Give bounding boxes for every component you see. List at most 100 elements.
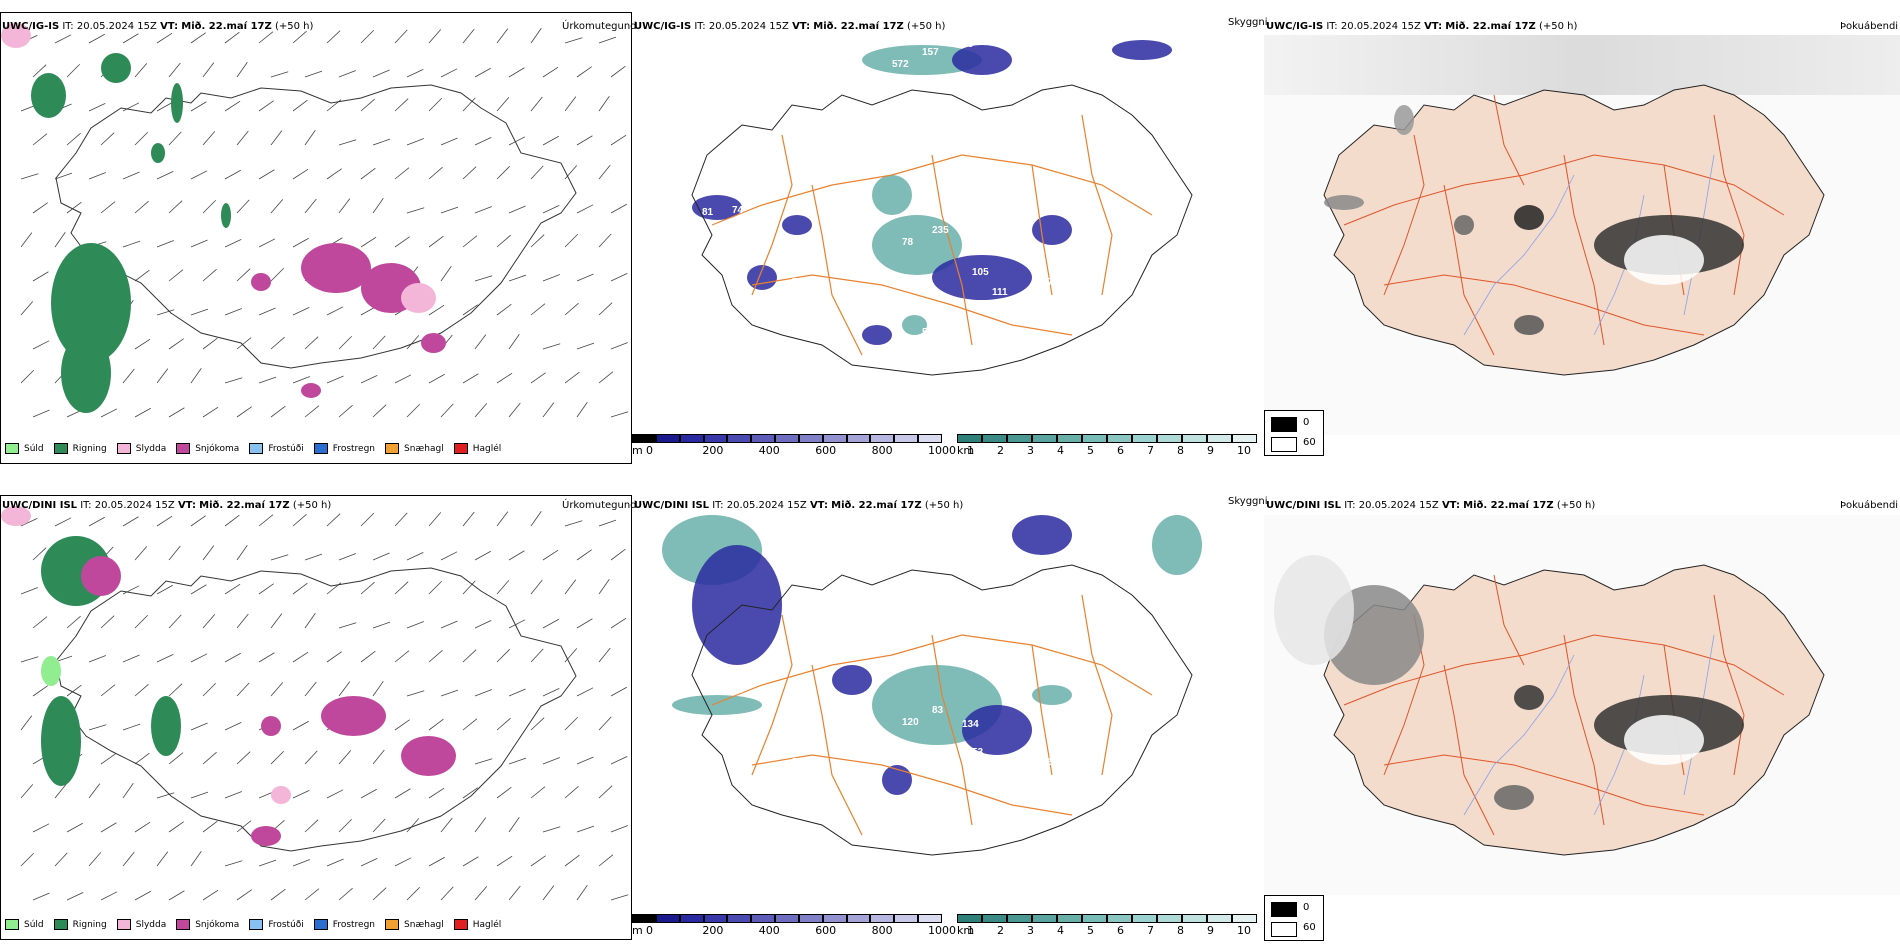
wind-barb xyxy=(338,404,353,418)
wind-barb xyxy=(462,787,478,799)
colorbar-tick-label: 5 xyxy=(1087,924,1094,937)
wind-barb xyxy=(564,96,577,112)
wind-barb xyxy=(202,820,218,833)
wind-barb xyxy=(530,511,542,527)
colorbar-segment xyxy=(1157,434,1182,443)
colorbar-segment xyxy=(1082,434,1107,443)
wind-barb xyxy=(372,621,391,629)
visibility-label: 81 xyxy=(702,207,714,218)
wind-barb xyxy=(224,791,242,799)
visibility-label: 45 xyxy=(732,685,744,696)
cloud-area xyxy=(832,665,872,695)
wind-barb xyxy=(270,682,284,697)
wind-barb xyxy=(202,406,219,418)
colorbar-tick-label: 3 xyxy=(1027,444,1034,457)
wind-barb xyxy=(32,685,48,697)
wind-barb xyxy=(474,334,487,350)
colorbar-tick-label: 800 xyxy=(871,924,893,937)
fog-area xyxy=(1394,105,1414,135)
wind-barb xyxy=(20,518,38,527)
wind-barb xyxy=(542,757,560,765)
wind-barb xyxy=(236,545,248,561)
wind-barb xyxy=(224,169,241,180)
legend-item-slydda: Slydda xyxy=(116,443,166,454)
iceland-landmass xyxy=(1323,564,1825,856)
wind-barb xyxy=(202,268,217,282)
wind-barb xyxy=(236,337,252,350)
wind-barb xyxy=(20,587,38,595)
road-line xyxy=(1443,664,1495,836)
wind-barb xyxy=(270,336,285,350)
wind-barb xyxy=(236,613,249,629)
colorbar-tick-label: 2 xyxy=(997,924,1004,937)
legend-label: Frostregn xyxy=(332,443,376,454)
wind-barb xyxy=(100,201,116,214)
colorbar-segment xyxy=(775,914,799,923)
visibility-label: 235 xyxy=(932,225,949,236)
wind-barb xyxy=(156,368,169,384)
legend-item-súld: Súld xyxy=(5,443,44,454)
visibility-label: 82 xyxy=(992,767,1004,778)
wind-barb xyxy=(394,581,409,595)
wind-barb xyxy=(610,686,627,697)
wind-barb xyxy=(32,133,48,146)
wind-barb xyxy=(100,615,115,629)
wind-barb xyxy=(100,408,118,418)
wind-barb xyxy=(508,885,521,901)
legend-item-frostúði: Frostúði xyxy=(249,443,304,454)
legend-label: Haglél xyxy=(472,919,502,930)
wind-barb xyxy=(508,619,526,629)
colorbar-segment xyxy=(1007,434,1032,443)
precip-area xyxy=(221,203,231,228)
iceland-landmass xyxy=(1323,84,1825,376)
colorbar-segment xyxy=(1032,434,1057,443)
wind-barb xyxy=(576,273,594,282)
wind-barb xyxy=(258,859,277,867)
cloud-area xyxy=(962,705,1032,755)
visibility-label: 93 xyxy=(1052,247,1064,258)
height-colorbar-top: m 0 200 400 600 800 1000 xyxy=(632,434,956,457)
fog-map-top xyxy=(1264,35,1900,435)
wind-barb xyxy=(462,856,479,867)
fog-legend-swatch xyxy=(1271,437,1297,452)
legend-label: Frostregn xyxy=(332,919,376,930)
wind-barb xyxy=(224,583,241,595)
wind-barb xyxy=(326,306,344,316)
wind-barb xyxy=(564,579,577,595)
visibility-label: 65 xyxy=(782,267,794,278)
wind-barb xyxy=(496,786,512,799)
fog-legend-swatch xyxy=(1271,417,1297,432)
wind-barb xyxy=(542,688,560,697)
colorbar-tick-label: 7 xyxy=(1147,444,1154,457)
colorbar-unit: m xyxy=(632,444,643,457)
iceland-outline xyxy=(55,84,577,369)
wind-barb xyxy=(292,790,310,799)
fog-area xyxy=(1514,315,1544,335)
wind-barb xyxy=(496,717,511,731)
legend-swatch xyxy=(176,919,191,930)
colorbar-segment xyxy=(727,914,752,923)
precip-header-top: UWC/IG-IS IT: 20.05.2024 15Z VT: Mið. 22… xyxy=(2,21,314,32)
wind-barb xyxy=(462,235,478,248)
wind-barb xyxy=(190,101,207,112)
wind-barb xyxy=(530,648,544,663)
legend-swatch xyxy=(453,919,468,930)
colorbar-segment xyxy=(1232,914,1257,923)
wind-barb xyxy=(270,750,285,765)
iceland-outline xyxy=(691,564,1193,856)
wind-barb xyxy=(54,172,73,180)
wind-barb xyxy=(462,97,476,112)
wind-barb xyxy=(134,614,149,629)
wind-barb xyxy=(496,165,511,180)
wind-barb xyxy=(428,856,445,867)
wind-barb xyxy=(326,375,344,384)
colorbar-segment xyxy=(822,434,847,443)
wind-barb xyxy=(168,131,182,146)
legend-swatch xyxy=(249,443,264,454)
fog-area xyxy=(1494,785,1534,810)
wind-barb xyxy=(406,886,421,901)
colorbar-segment xyxy=(679,434,704,443)
colorbar-segment xyxy=(798,434,823,443)
wind-barb xyxy=(134,821,151,833)
wind-barb xyxy=(508,67,525,78)
